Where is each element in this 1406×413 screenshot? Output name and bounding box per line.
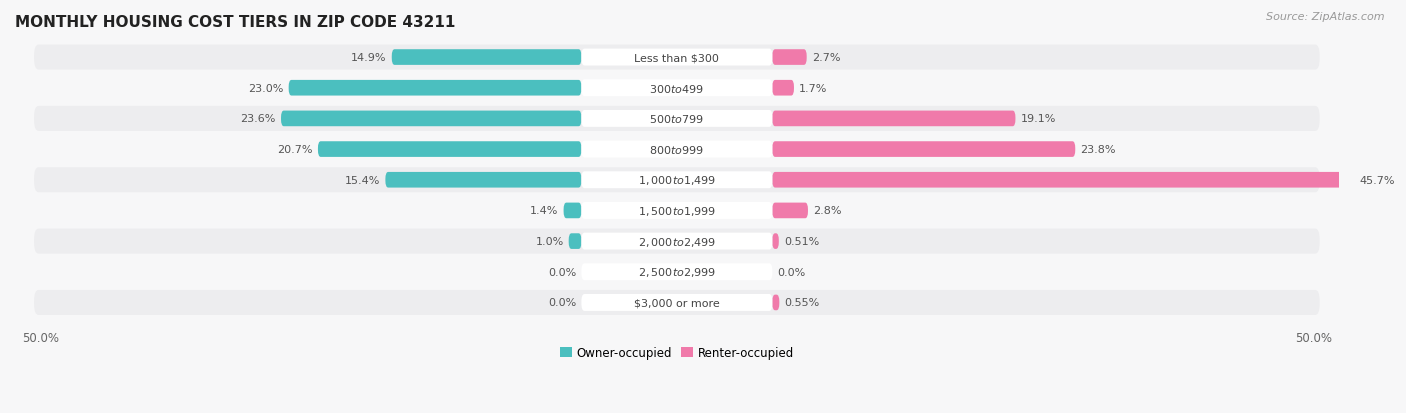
Text: 0.55%: 0.55% (785, 298, 820, 308)
Text: 20.7%: 20.7% (277, 145, 314, 155)
Text: 23.6%: 23.6% (240, 114, 276, 124)
Text: $300 to $499: $300 to $499 (650, 83, 704, 95)
Text: $1,500 to $1,999: $1,500 to $1,999 (638, 204, 716, 217)
Legend: Owner-occupied, Renter-occupied: Owner-occupied, Renter-occupied (555, 342, 799, 364)
Text: $2,000 to $2,499: $2,000 to $2,499 (638, 235, 716, 248)
Text: 23.0%: 23.0% (249, 83, 284, 93)
Text: $1,000 to $1,499: $1,000 to $1,499 (638, 174, 716, 187)
Text: 1.0%: 1.0% (536, 237, 564, 247)
Text: $3,000 or more: $3,000 or more (634, 298, 720, 308)
Text: 19.1%: 19.1% (1021, 114, 1056, 124)
Text: 15.4%: 15.4% (344, 176, 380, 185)
FancyBboxPatch shape (582, 80, 772, 97)
Text: $800 to $999: $800 to $999 (650, 144, 704, 156)
FancyBboxPatch shape (582, 111, 772, 128)
FancyBboxPatch shape (772, 203, 808, 219)
FancyBboxPatch shape (582, 172, 772, 189)
FancyBboxPatch shape (34, 107, 1320, 132)
Text: 0.0%: 0.0% (548, 298, 576, 308)
Text: 2.8%: 2.8% (813, 206, 842, 216)
FancyBboxPatch shape (582, 50, 772, 66)
Text: MONTHLY HOUSING COST TIERS IN ZIP CODE 43211: MONTHLY HOUSING COST TIERS IN ZIP CODE 4… (15, 15, 456, 30)
FancyBboxPatch shape (34, 198, 1320, 223)
FancyBboxPatch shape (281, 112, 582, 127)
Text: $500 to $799: $500 to $799 (650, 113, 704, 125)
FancyBboxPatch shape (392, 50, 582, 66)
Text: Less than $300: Less than $300 (634, 53, 720, 63)
Text: 1.7%: 1.7% (799, 83, 828, 93)
FancyBboxPatch shape (772, 81, 794, 96)
FancyBboxPatch shape (34, 76, 1320, 101)
FancyBboxPatch shape (772, 142, 1076, 157)
FancyBboxPatch shape (288, 81, 582, 96)
FancyBboxPatch shape (34, 45, 1320, 70)
FancyBboxPatch shape (582, 294, 772, 311)
FancyBboxPatch shape (772, 50, 807, 66)
FancyBboxPatch shape (582, 263, 772, 280)
Text: 0.51%: 0.51% (785, 237, 820, 247)
FancyBboxPatch shape (34, 290, 1320, 315)
FancyBboxPatch shape (772, 234, 779, 249)
FancyBboxPatch shape (318, 142, 582, 157)
FancyBboxPatch shape (772, 112, 1015, 127)
FancyBboxPatch shape (34, 168, 1320, 193)
Text: 0.0%: 0.0% (778, 267, 806, 277)
Text: $2,500 to $2,999: $2,500 to $2,999 (638, 266, 716, 279)
FancyBboxPatch shape (564, 203, 582, 219)
Text: 23.8%: 23.8% (1080, 145, 1116, 155)
Text: 2.7%: 2.7% (811, 53, 841, 63)
FancyBboxPatch shape (582, 202, 772, 219)
FancyBboxPatch shape (34, 137, 1320, 162)
Text: 45.7%: 45.7% (1360, 176, 1395, 185)
FancyBboxPatch shape (34, 229, 1320, 254)
FancyBboxPatch shape (34, 260, 1320, 285)
FancyBboxPatch shape (582, 141, 772, 158)
FancyBboxPatch shape (582, 233, 772, 250)
FancyBboxPatch shape (568, 234, 582, 249)
FancyBboxPatch shape (385, 173, 582, 188)
Text: 0.0%: 0.0% (548, 267, 576, 277)
Text: 1.4%: 1.4% (530, 206, 558, 216)
FancyBboxPatch shape (772, 295, 779, 311)
Text: 14.9%: 14.9% (352, 53, 387, 63)
FancyBboxPatch shape (772, 173, 1354, 188)
Text: Source: ZipAtlas.com: Source: ZipAtlas.com (1267, 12, 1385, 22)
